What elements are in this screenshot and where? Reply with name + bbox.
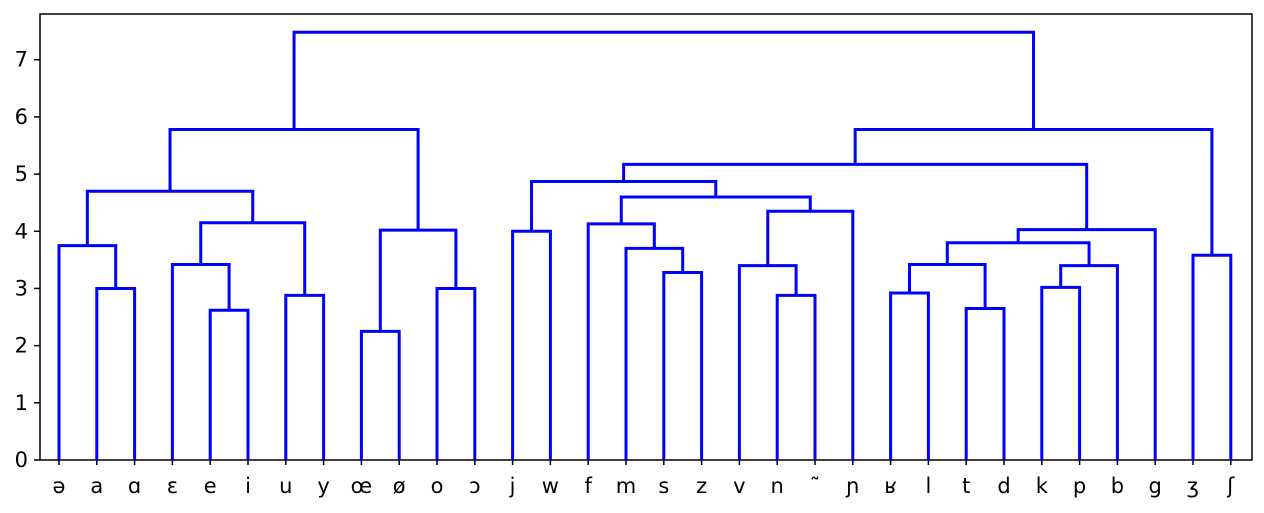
y-tick-label: 3 — [15, 276, 28, 300]
leaf-label: b — [1111, 474, 1124, 498]
dendrogram-link — [624, 246, 685, 460]
leaf-labels: ə a ɑ ɛ e i u y œ ø o ɔ j w f m s z v n ˜ ɲ ʁ l t d k p b g ʒ ʃ — [53, 460, 1235, 498]
leaf-label: l — [925, 474, 931, 498]
dendrogram-link — [511, 229, 552, 460]
leaf-label: ʃ — [1226, 474, 1235, 498]
dendrogram-link — [168, 128, 420, 231]
leaf-label: y — [317, 474, 329, 498]
dendrogram-link — [586, 222, 656, 460]
y-tick-label: 4 — [15, 219, 28, 243]
leaf-label: p — [1073, 474, 1086, 498]
y-tick-label: 0 — [15, 448, 28, 472]
plot-frame — [39, 13, 1253, 461]
dendrogram-link — [1059, 264, 1119, 460]
leaf-label: a — [90, 474, 103, 498]
leaf-label: ɑ — [128, 474, 141, 498]
leaf-label: ɛ — [167, 474, 178, 498]
leaf-label: g — [1149, 474, 1162, 498]
dendrogram-link — [284, 293, 326, 460]
leaf-label: ø — [393, 474, 406, 498]
dendrogram-link — [964, 306, 1006, 460]
dendrogram-link — [292, 30, 1036, 130]
dendrogram-link — [57, 244, 118, 460]
dendrogram-links — [57, 30, 1233, 460]
dendrogram-link — [199, 221, 307, 296]
leaf-label: ɔ — [469, 474, 481, 498]
dendrogram-link — [85, 189, 255, 246]
dendrogram-link — [775, 293, 817, 460]
leaf-label: n — [771, 474, 784, 498]
leaf-label: i — [245, 474, 251, 498]
leaf-label: k — [1036, 474, 1049, 498]
dendrogram-link — [1191, 253, 1233, 460]
leaf-label: ʁ — [884, 474, 897, 498]
leaf-label: ʒ — [1187, 474, 1199, 498]
dendrogram-link — [766, 209, 855, 460]
dendrogram-link — [945, 241, 1091, 266]
leaf-label: ɲ — [845, 474, 860, 498]
y-tick-label: 2 — [15, 334, 28, 358]
leaf-label: o — [431, 474, 444, 498]
dendrogram-link — [435, 286, 477, 460]
y-axis: 0 1 2 3 4 5 6 7 — [15, 48, 40, 472]
leaf-label: z — [696, 474, 707, 498]
y-tick-label: 7 — [15, 48, 28, 72]
y-tick-label: 1 — [15, 391, 28, 415]
leaf-label: t — [962, 474, 970, 498]
dendrogram-link — [378, 228, 458, 332]
dendrogram-link — [853, 128, 1214, 256]
leaf-label: d — [997, 474, 1010, 498]
leaf-label: f — [584, 474, 592, 498]
leaf-label: s — [658, 474, 669, 498]
y-tick-label: 6 — [15, 105, 28, 129]
dendrogram-link — [889, 291, 930, 460]
dendrogram-link — [1040, 285, 1082, 460]
leaf-label: j — [509, 474, 516, 498]
dendrogram-link — [359, 329, 401, 460]
leaf-label: e — [204, 474, 217, 498]
leaf-label: œ — [351, 474, 372, 498]
dendrogram-link — [662, 270, 704, 460]
y-tick-label: 5 — [15, 162, 28, 186]
leaf-label: u — [279, 474, 292, 498]
dendrogram-link — [170, 262, 231, 460]
dendrogram-link — [95, 286, 137, 460]
leaf-label: m — [616, 474, 636, 498]
leaf-label: w — [542, 474, 559, 498]
dendrogram-link — [208, 308, 250, 460]
dendrogram-link — [908, 262, 987, 309]
leaf-label: ə — [53, 474, 66, 498]
leaf-label: ˜ — [810, 474, 821, 498]
leaf-label: v — [733, 474, 745, 498]
